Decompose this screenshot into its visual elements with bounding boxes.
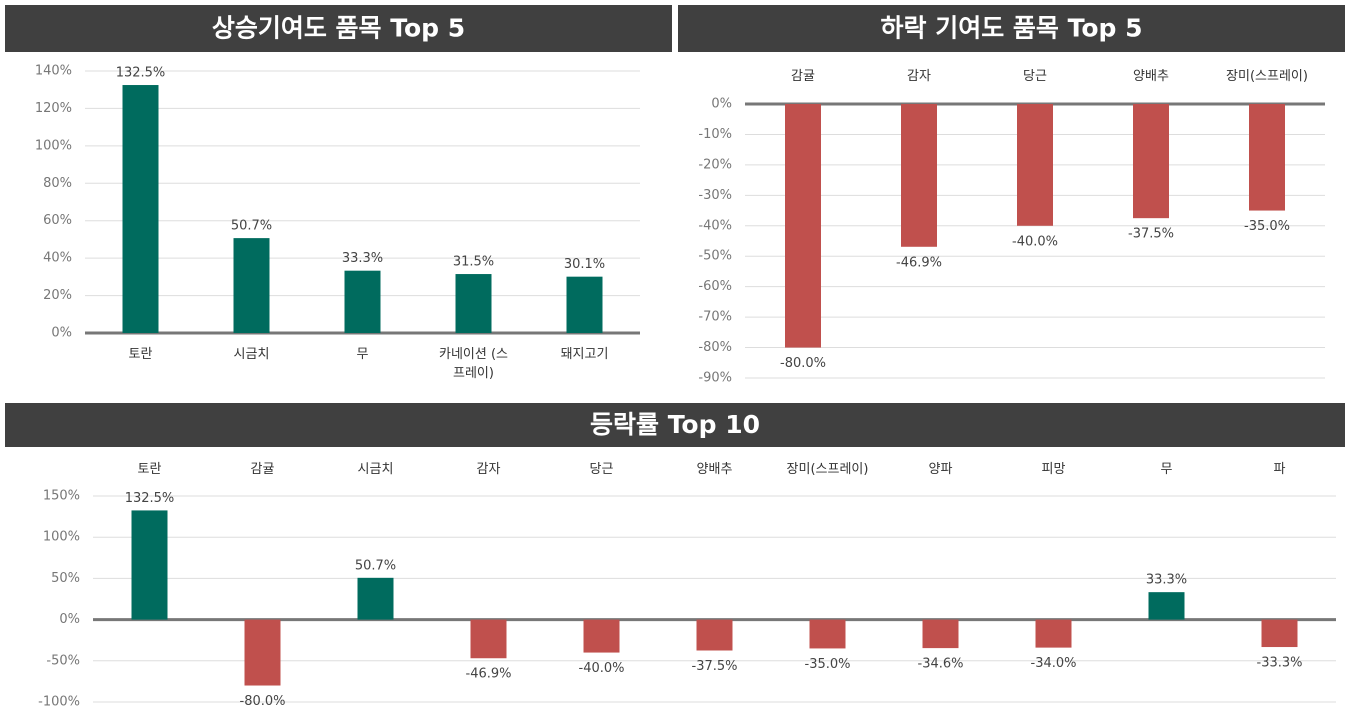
y-tick-label: 80%	[43, 176, 72, 191]
bar	[131, 510, 168, 620]
y-tick-label: -30%	[698, 188, 732, 203]
bar	[1035, 619, 1072, 648]
y-tick-label: -50%	[698, 249, 732, 264]
bar	[357, 577, 394, 620]
value-label: -34.0%	[1031, 656, 1077, 671]
y-tick-label: 50%	[51, 571, 80, 586]
x-tick-label: 당근	[1023, 69, 1047, 84]
x-tick-label: 무	[1160, 462, 1173, 477]
y-tick-label: -60%	[698, 279, 732, 294]
value-label: -46.9%	[466, 667, 512, 682]
y-tick-label: 20%	[43, 288, 72, 303]
x-tick-label: 양배추	[696, 462, 733, 477]
y-tick-label: 0%	[59, 612, 80, 627]
header-bar	[5, 5, 672, 52]
y-tick-label: -50%	[46, 653, 80, 668]
y-tick-label: 60%	[43, 213, 72, 228]
x-tick-label: 시금치	[233, 347, 270, 362]
value-label: -46.9%	[896, 255, 942, 270]
bar	[244, 619, 281, 686]
y-tick-label: -40%	[698, 218, 732, 233]
value-label: 31.5%	[453, 255, 494, 270]
bar	[1017, 104, 1053, 226]
x-tick-label: 양파	[928, 462, 953, 477]
header-bar	[5, 403, 1345, 447]
x-tick-label: 감자	[476, 462, 501, 477]
x-tick-label: 파	[1273, 462, 1286, 477]
x-tick-label: 토란	[128, 347, 153, 362]
y-tick-label: -70%	[698, 310, 732, 325]
bar	[696, 619, 733, 651]
x-tick-label: 장미(스프레이)	[786, 462, 869, 477]
bar	[583, 619, 620, 653]
x-tick-label: 감귤	[250, 462, 275, 477]
x-tick-label: 감귤	[791, 69, 815, 84]
bar	[233, 238, 270, 333]
value-label: -35.0%	[1244, 219, 1290, 234]
y-tick-label: 100%	[35, 138, 72, 153]
bar	[922, 619, 959, 649]
value-label: 50.7%	[231, 219, 272, 234]
value-label: -33.3%	[1257, 656, 1303, 671]
bar	[455, 274, 492, 333]
value-label: -40.0%	[1012, 234, 1058, 249]
y-tick-label: 0%	[51, 326, 72, 341]
value-label: -80.0%	[780, 356, 826, 371]
bar	[344, 270, 381, 333]
x-tick-label: 피망	[1041, 462, 1066, 477]
x-tick-label: 당근	[589, 462, 614, 477]
value-label: 132.5%	[125, 491, 175, 506]
x-tick-label: 감자	[907, 69, 931, 84]
bar	[1249, 104, 1285, 211]
y-tick-label: 100%	[43, 530, 80, 545]
value-label: -80.0%	[240, 694, 286, 709]
bar	[1133, 104, 1169, 219]
y-tick-label: -80%	[698, 340, 732, 355]
bar	[1261, 619, 1298, 648]
bar	[122, 85, 159, 334]
value-label: -37.5%	[692, 659, 738, 674]
value-label: -34.6%	[918, 657, 964, 672]
x-tick-label: 장미(스프레이)	[1226, 69, 1308, 84]
y-tick-label: 140%	[35, 64, 72, 79]
chart-title: 상승기여도 품목 Top 5	[212, 14, 465, 43]
value-label: -37.5%	[1128, 227, 1174, 242]
bar	[566, 276, 603, 333]
value-label: 30.1%	[564, 257, 605, 272]
x-tick-label: 돼지고기	[560, 347, 609, 362]
x-tick-label: 토란	[137, 462, 162, 477]
y-tick-label: 40%	[43, 251, 72, 266]
y-tick-label: -10%	[698, 127, 732, 142]
value-label: -35.0%	[805, 657, 851, 672]
value-label: -40.0%	[579, 661, 625, 676]
chart-title: 하락 기여도 품목 Top 5	[880, 14, 1142, 43]
bar	[785, 104, 821, 348]
value-label: 50.7%	[355, 558, 396, 573]
y-tick-label: -90%	[698, 371, 732, 386]
value-label: 33.3%	[1146, 573, 1187, 588]
y-tick-label: 0%	[711, 97, 732, 112]
x-tick-label: 무	[356, 347, 369, 362]
bar	[809, 619, 846, 649]
y-tick-label: -100%	[38, 695, 80, 710]
y-tick-label: 120%	[35, 101, 72, 116]
y-tick-label: -20%	[698, 157, 732, 172]
bar	[1148, 592, 1185, 620]
chart-title: 등락률 Top 10	[590, 410, 760, 439]
bar	[470, 619, 507, 659]
header-bar	[678, 5, 1345, 52]
value-label: 33.3%	[342, 251, 383, 266]
x-tick-label: 시금치	[357, 462, 394, 477]
y-tick-label: 150%	[43, 489, 80, 504]
x-tick-label: 양배추	[1133, 69, 1169, 84]
value-label: 132.5%	[116, 66, 166, 81]
bar	[901, 104, 937, 247]
x-tick-label: 카네이션 (스프레이)	[438, 347, 508, 381]
